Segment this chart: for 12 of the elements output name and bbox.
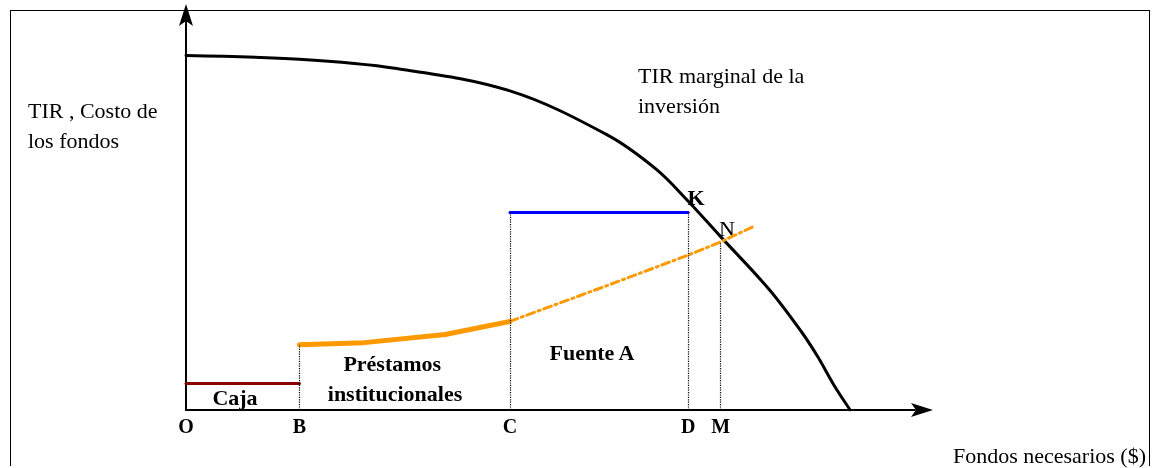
annotation: Préstamos institucionales bbox=[327, 350, 463, 406]
x-tick-label: D bbox=[680, 415, 696, 437]
x-tick-label: M bbox=[711, 415, 731, 437]
annotation: Fuente A bbox=[549, 339, 635, 365]
annotation: N bbox=[719, 215, 736, 241]
annotation: TIR marginal de la inversión bbox=[638, 62, 810, 118]
x-tick-label: O bbox=[178, 415, 194, 437]
x-tick-label: B bbox=[292, 415, 307, 437]
x-tick-label: C bbox=[502, 415, 518, 437]
x-axis-title: Fondos necesarios ($) bbox=[952, 442, 1147, 468]
y-axis-title: TIR , Costo de los fondos bbox=[28, 97, 164, 153]
annotation: Caja bbox=[212, 384, 258, 410]
